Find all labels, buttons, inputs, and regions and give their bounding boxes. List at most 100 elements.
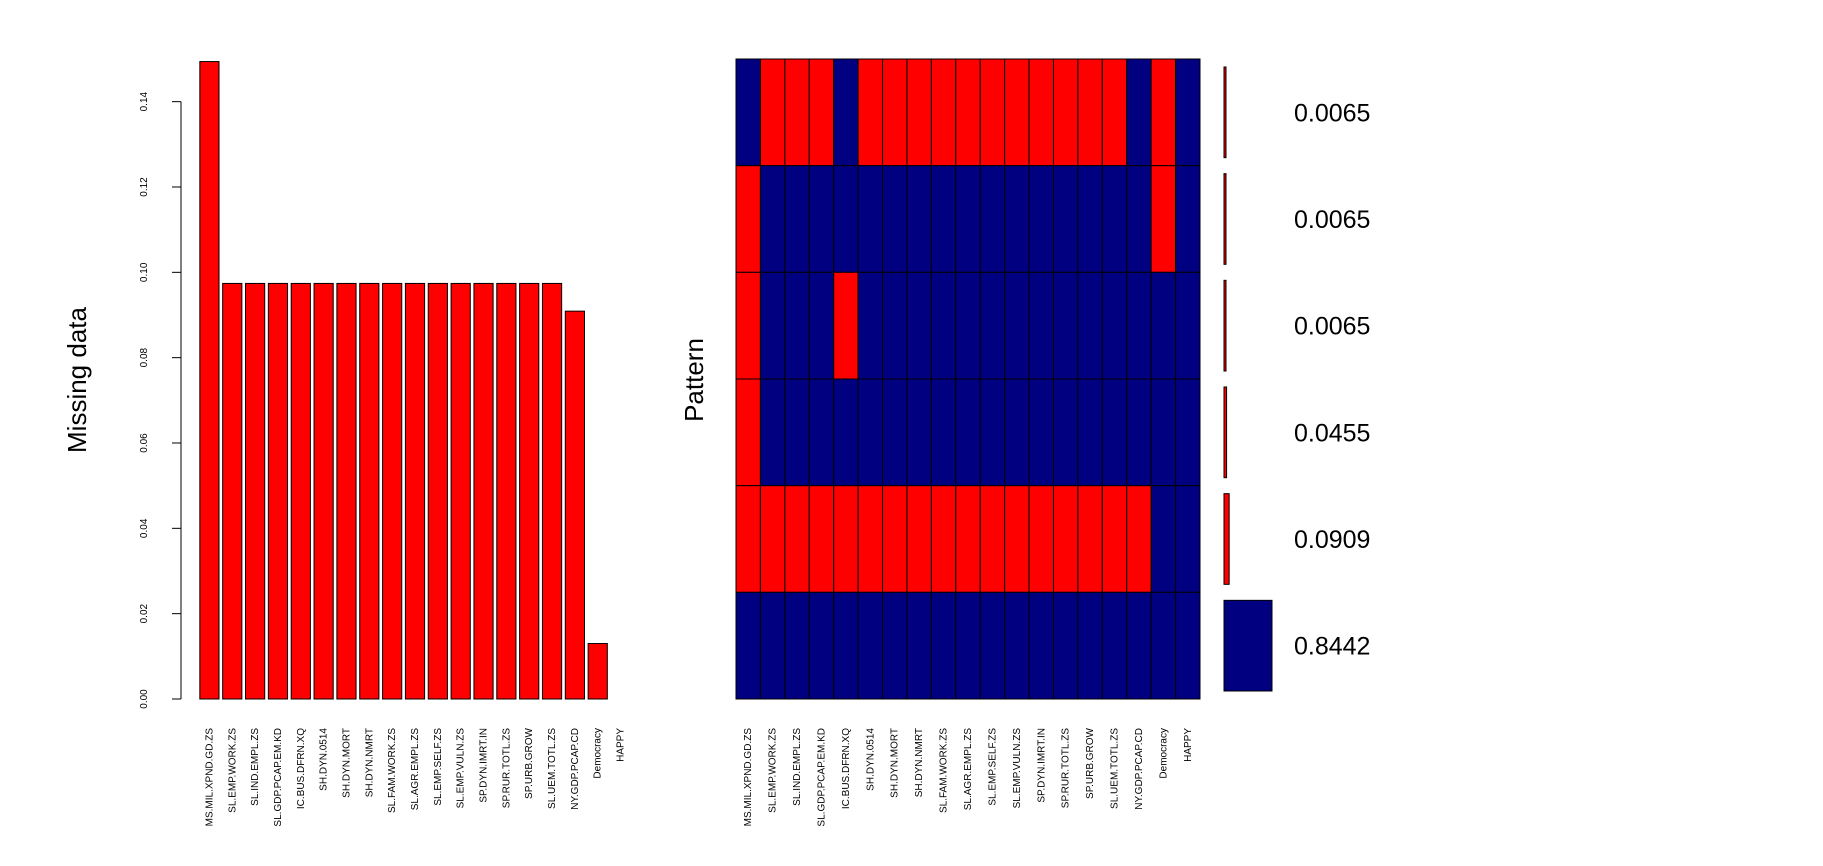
pattern-cell bbox=[955, 591, 981, 700]
bar bbox=[587, 643, 608, 700]
x-tick-label: SP.DYN.IMRT.IN bbox=[479, 728, 490, 803]
pattern-cell bbox=[1101, 271, 1128, 380]
pattern-cell bbox=[930, 271, 957, 380]
pattern-cell bbox=[1028, 271, 1054, 380]
column-label: SL.EMP.WORK.ZS bbox=[768, 728, 779, 813]
x-tick-label: MS.MIL.XPND.GD.ZS bbox=[204, 728, 215, 827]
pattern-cell bbox=[857, 165, 884, 273]
bar bbox=[473, 282, 494, 700]
y-tick-label: 0.12 bbox=[139, 177, 150, 197]
bar bbox=[404, 282, 426, 700]
bar bbox=[245, 282, 266, 700]
pattern-cell bbox=[1150, 271, 1177, 380]
column-label: SL.EMP.VULN.ZS bbox=[1012, 728, 1023, 809]
pattern-cell bbox=[906, 485, 932, 593]
pattern-cell bbox=[1028, 591, 1054, 700]
pattern-cell bbox=[882, 165, 908, 273]
bar bbox=[382, 282, 403, 700]
pattern-cell bbox=[759, 58, 786, 167]
proportion-bar bbox=[1223, 599, 1273, 692]
pattern-cell bbox=[906, 591, 932, 700]
pattern-cell bbox=[759, 378, 786, 487]
x-tick-label: SL.EMP.SELF.ZS bbox=[433, 728, 444, 806]
pattern-cell bbox=[1028, 58, 1054, 167]
pattern-cell bbox=[1126, 165, 1152, 273]
pattern-cell bbox=[979, 165, 1006, 273]
pattern-cell bbox=[808, 485, 835, 593]
pattern-cell bbox=[808, 165, 835, 273]
column-label: MS.MIL.XPND.GD.ZS bbox=[743, 728, 754, 827]
bar bbox=[541, 282, 563, 700]
pattern-cell bbox=[1126, 58, 1152, 167]
pattern-cell bbox=[1077, 591, 1103, 700]
pattern-cell bbox=[906, 165, 932, 273]
pattern-cell bbox=[1150, 591, 1177, 700]
y-tick-label: 0.10 bbox=[139, 262, 150, 282]
pattern-cell bbox=[955, 485, 981, 593]
pattern-cell bbox=[759, 271, 786, 380]
missing-pattern-heatmap: MS.MIL.XPND.GD.ZS SL.EMP.WORK.ZS SL.IND.EM… bbox=[679, 58, 1201, 827]
column-label: IC.BUS.DFRN.XQ bbox=[841, 728, 852, 809]
pattern-cell bbox=[930, 58, 957, 167]
pattern-cell bbox=[833, 271, 859, 380]
pattern-cell bbox=[735, 378, 761, 487]
x-tick-label: SP.URB.GROW bbox=[524, 727, 535, 798]
proportion-bar bbox=[1223, 493, 1230, 585]
pattern-cell bbox=[930, 591, 957, 700]
pattern-cell bbox=[1004, 591, 1030, 700]
pattern-cell bbox=[979, 58, 1006, 167]
pattern-cell bbox=[1101, 485, 1128, 593]
y-tick-label: 0.14 bbox=[139, 91, 150, 111]
pattern-cell bbox=[833, 58, 859, 167]
pattern-cell bbox=[1175, 271, 1201, 380]
column-label: SP.RUR.TOTL.ZS bbox=[1061, 728, 1072, 809]
pattern-cell bbox=[1052, 58, 1079, 167]
pattern-cell bbox=[833, 591, 859, 700]
x-tick-label: SH.DYN.NMRT bbox=[364, 728, 375, 797]
pattern-cell bbox=[1126, 591, 1152, 700]
x-tick-label: Democracy bbox=[593, 728, 604, 779]
y-tick-label: 0.06 bbox=[139, 433, 150, 453]
pattern-cell bbox=[1077, 271, 1103, 380]
proportion-bar bbox=[1223, 66, 1227, 159]
pattern-cell bbox=[735, 485, 761, 593]
pattern-cell bbox=[979, 271, 1006, 380]
column-label: SL.UEM.TOTL.ZS bbox=[1110, 728, 1121, 809]
x-tick-label: SL.EMP.WORK.ZS bbox=[227, 728, 238, 813]
column-label: SH.DYN.MORT bbox=[890, 728, 901, 798]
pattern-cell bbox=[1052, 271, 1079, 380]
x-tick-label: IC.BUS.DFRN.XQ bbox=[296, 728, 307, 809]
pattern-cell bbox=[759, 485, 786, 593]
missing-data-bar-chart: 0.00 0.02 0.04 0.06 0.08 0.10 0.12 0.14 Missing … bbox=[62, 61, 627, 827]
x-tick-label: HAPPY bbox=[616, 728, 627, 762]
pattern-cell bbox=[1052, 485, 1079, 593]
pattern-cell bbox=[1175, 165, 1201, 273]
pattern-cell bbox=[735, 58, 761, 167]
bar bbox=[564, 310, 585, 700]
pattern-cell bbox=[857, 485, 884, 593]
pattern-cell bbox=[1028, 378, 1054, 487]
proportion-label: 0.8442 bbox=[1294, 633, 1370, 661]
bar bbox=[519, 282, 540, 700]
pattern-cell bbox=[1004, 485, 1030, 593]
pattern-cell bbox=[784, 271, 810, 380]
pattern-cell bbox=[808, 58, 835, 167]
pattern-cell bbox=[759, 591, 786, 700]
bar bbox=[290, 282, 311, 700]
pattern-cell bbox=[735, 165, 761, 273]
pattern-cell bbox=[1101, 591, 1128, 700]
pattern-cell bbox=[906, 271, 932, 380]
pattern-cell bbox=[857, 58, 884, 167]
pattern-cell bbox=[1101, 378, 1128, 487]
bar bbox=[222, 282, 243, 700]
pattern-cell bbox=[1150, 58, 1177, 167]
bar bbox=[336, 282, 357, 700]
pattern-cell bbox=[979, 591, 1006, 700]
x-tick-label: SL.UEM.TOTL.ZS bbox=[547, 728, 558, 809]
y-tick-label: 0.02 bbox=[139, 603, 150, 623]
column-label: SP.URB.GROW bbox=[1085, 727, 1096, 798]
column-label: Democracy bbox=[1158, 728, 1169, 779]
pattern-cell bbox=[1150, 165, 1177, 273]
